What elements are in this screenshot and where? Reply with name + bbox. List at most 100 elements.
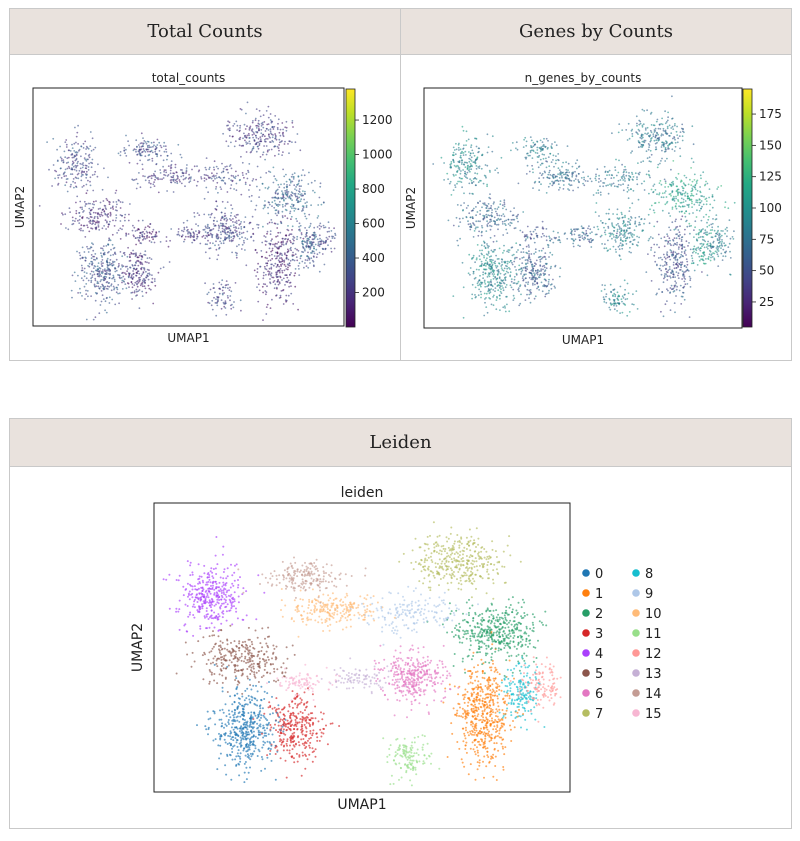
- cell-point: [603, 231, 606, 234]
- cell-point: [318, 196, 321, 199]
- cell-point: [116, 203, 118, 206]
- cell-point: [182, 230, 185, 233]
- cell-point: [711, 194, 714, 196]
- cell-point: [676, 253, 678, 256]
- cell-point: [491, 263, 494, 266]
- cell-point: [224, 212, 226, 215]
- cell-point: [59, 156, 62, 159]
- cell-point: [472, 236, 475, 238]
- cell-point: [706, 243, 708, 246]
- cell-point: [462, 148, 464, 150]
- cell-point: [125, 287, 128, 290]
- cell-point: [155, 163, 158, 166]
- cell-point: [615, 236, 617, 239]
- cell-point: [205, 186, 208, 189]
- cell-point: [660, 133, 663, 135]
- cell-point: [277, 147, 280, 149]
- cell-point: [143, 228, 146, 231]
- cell-point: [502, 279, 505, 282]
- cell-point: [252, 227, 254, 230]
- cell-point: [108, 200, 110, 203]
- cell-point: [112, 277, 115, 279]
- cell-point: [135, 288, 138, 291]
- cell-point: [703, 184, 706, 187]
- cell-point: [680, 197, 683, 200]
- cell-point: [100, 254, 103, 257]
- cell-point: [310, 252, 312, 254]
- cell-point: [551, 184, 554, 187]
- cell-point: [287, 266, 289, 269]
- cell-point: [159, 169, 162, 171]
- cell-point: [131, 298, 133, 300]
- cell-point: [474, 172, 476, 174]
- cell-point: [101, 259, 104, 261]
- cell-point: [714, 250, 717, 253]
- cell-point: [478, 230, 480, 233]
- cell-point: [301, 205, 304, 208]
- cell-point: [465, 140, 468, 142]
- cell-point: [109, 272, 111, 275]
- cell-point: [330, 247, 332, 250]
- cell-point: [216, 172, 218, 175]
- cell-point: [82, 162, 84, 164]
- cell-point: [218, 287, 221, 290]
- cell-point: [672, 128, 675, 130]
- cell-point: [165, 148, 167, 151]
- cell-point: [228, 127, 231, 130]
- cell-point: [146, 257, 149, 260]
- cell-point: [464, 170, 466, 173]
- cell-point: [676, 233, 679, 236]
- cell-point: [681, 255, 684, 257]
- cell-point: [495, 240, 498, 243]
- cell-point: [683, 212, 686, 215]
- cell-point: [266, 230, 269, 233]
- cell-point: [506, 303, 508, 306]
- cell-point: [114, 253, 117, 256]
- cell-point: [470, 226, 473, 228]
- cell-point: [489, 218, 491, 221]
- cell-point: [144, 282, 147, 284]
- cell-point: [458, 168, 461, 171]
- cell-point: [262, 271, 265, 274]
- cell-point: [269, 113, 272, 115]
- cell-point: [128, 253, 131, 256]
- cell-point: [227, 287, 229, 290]
- cell-point: [535, 276, 537, 279]
- cell-point: [73, 156, 75, 159]
- cell-point: [700, 177, 702, 180]
- cell-point: [618, 244, 621, 247]
- cell-point: [284, 252, 286, 255]
- cell-point: [114, 303, 117, 306]
- cell-point: [108, 261, 111, 264]
- cell-point: [133, 235, 135, 238]
- cell-point: [142, 278, 145, 280]
- cell-point: [262, 133, 264, 136]
- cell-point: [468, 212, 471, 215]
- cell-point: [218, 281, 221, 284]
- cell-point: [93, 283, 96, 286]
- cell-point: [109, 259, 112, 261]
- cell-point: [273, 287, 276, 290]
- cell-point: [284, 253, 286, 256]
- cell-point: [125, 148, 127, 151]
- cell-point: [452, 160, 455, 162]
- cell-point: [465, 130, 468, 133]
- cell-point: [548, 278, 550, 281]
- cell-point: [674, 243, 677, 246]
- cell-point: [605, 301, 608, 304]
- cell-point: [533, 252, 535, 255]
- cell-point: [75, 135, 78, 138]
- cell-point: [721, 240, 723, 243]
- cell-point: [148, 272, 151, 275]
- cell-point: [656, 166, 659, 169]
- cell-point: [303, 266, 305, 269]
- cell-point: [304, 190, 306, 193]
- cell-point: [676, 258, 679, 261]
- cell-point: [453, 149, 456, 151]
- cell-point: [292, 178, 295, 180]
- cell-point: [147, 225, 149, 228]
- cell-point: [664, 257, 667, 260]
- cell-point: [604, 229, 607, 232]
- cell-point: [272, 166, 275, 169]
- cell-point: [141, 285, 144, 288]
